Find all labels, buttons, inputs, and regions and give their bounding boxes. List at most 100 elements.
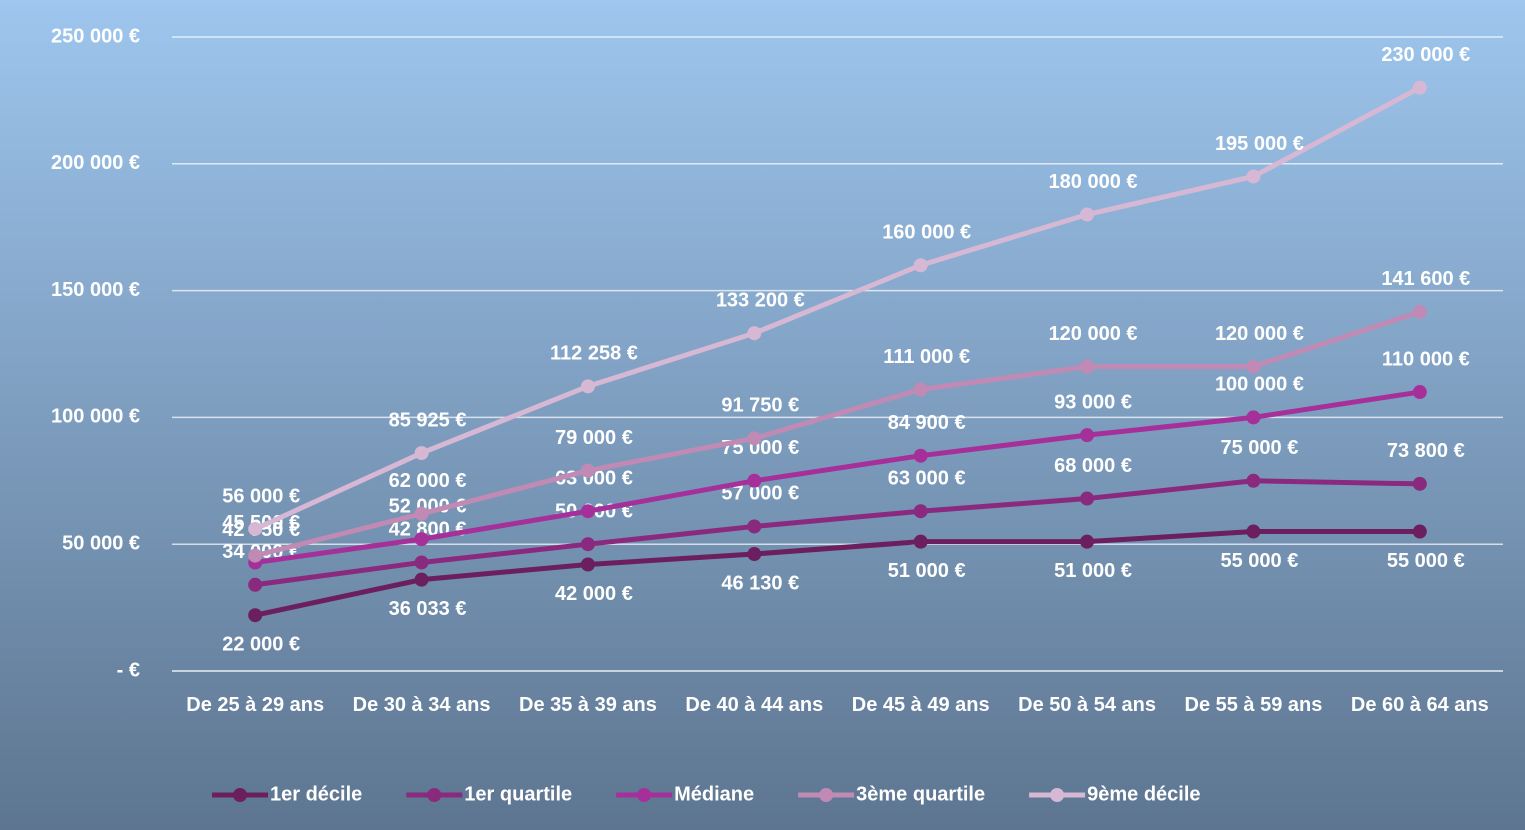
data-point: [248, 577, 263, 592]
data-label: 55 000 €: [1221, 550, 1299, 572]
data-point: [1412, 385, 1427, 400]
data-label: 46 130 €: [721, 572, 799, 594]
x-tick-label: De 40 à 44 ans: [685, 694, 824, 716]
data-label: 42 000 €: [555, 583, 633, 605]
data-point: [580, 557, 595, 572]
x-tick-label: De 60 à 64 ans: [1350, 694, 1489, 716]
data-point: [580, 537, 595, 552]
x-tick-label: De 45 à 49 ans: [851, 694, 990, 716]
data-label: 62 000 €: [389, 470, 467, 492]
data-point: [414, 572, 429, 587]
data-label: 63 000 €: [888, 468, 966, 490]
data-label: 36 033 €: [389, 598, 467, 620]
data-label: 180 000 €: [1049, 171, 1138, 193]
series-line: [254, 309, 1421, 559]
x-tick-label: De 30 à 34 ans: [352, 694, 491, 716]
data-point: [1412, 304, 1427, 319]
data-point: [1080, 359, 1095, 374]
data-point: [1080, 207, 1095, 222]
data-label: 100 000 €: [1215, 374, 1304, 396]
data-point: [414, 532, 429, 547]
data-label: 111 000 €: [883, 346, 970, 368]
y-tick-label: 250 000 €: [51, 25, 140, 47]
data-label: 93 000 €: [1054, 391, 1132, 413]
legend-label: 1er quartile: [464, 783, 572, 805]
data-label: 91 750 €: [721, 395, 799, 417]
legend-marker: [233, 788, 247, 802]
legend-label: Médiane: [674, 783, 754, 805]
data-point: [747, 473, 762, 488]
data-label: 56 000 €: [222, 485, 300, 507]
data-label: 230 000 €: [1381, 44, 1470, 66]
data-point: [913, 504, 928, 519]
legend-marker: [637, 788, 652, 802]
data-label: 84 900 €: [888, 412, 966, 434]
data-point: [1412, 524, 1427, 539]
data-label: 22 000 €: [222, 633, 300, 655]
y-tick-label: 200 000 €: [51, 152, 140, 174]
series-line: [254, 85, 1421, 532]
data-point: [1246, 473, 1261, 488]
data-point: [1412, 80, 1427, 95]
data-label: 73 800 €: [1387, 440, 1465, 462]
data-point: [747, 547, 762, 562]
x-tick-label: De 50 à 54 ans: [1018, 694, 1156, 716]
data-label: 52 000 €: [389, 495, 467, 517]
data-label: 195 000 €: [1215, 133, 1304, 155]
data-label: 55 000 €: [1387, 550, 1465, 572]
data-point: [1080, 491, 1095, 506]
data-point: [580, 504, 595, 519]
data-point: [248, 608, 263, 623]
x-tick-label: De 55 à 59 ans: [1184, 694, 1323, 716]
data-label: 75 000 €: [1221, 437, 1299, 459]
y-tick-label: 150 000 €: [51, 279, 140, 301]
data-label: 68 000 €: [1054, 455, 1132, 477]
data-label: 79 000 €: [555, 427, 633, 449]
data-label: 110 000 €: [1382, 348, 1470, 370]
legend-label: 9ème décile: [1087, 783, 1200, 805]
legend-label: 1er décile: [270, 783, 362, 805]
data-point: [1080, 534, 1095, 549]
data-point: [747, 326, 762, 341]
series-line: [254, 529, 1420, 618]
data-label: 57 000 €: [721, 483, 799, 505]
legend-label: 3ème quartile: [856, 783, 985, 805]
data-point: [414, 446, 429, 461]
data-point: [580, 379, 595, 394]
data-label: 120 000 €: [1049, 323, 1138, 345]
data-point: [1246, 359, 1261, 374]
x-tick-label: De 25 à 29 ans: [186, 694, 325, 716]
data-label: 51 000 €: [1054, 560, 1132, 582]
y-tick-label: - €: [117, 659, 140, 681]
data-point: [913, 382, 928, 397]
data-point: [1080, 428, 1095, 443]
data-point: [1246, 169, 1261, 184]
data-label: 85 925 €: [389, 409, 467, 431]
data-point: [414, 506, 429, 521]
data-point: [913, 258, 928, 273]
y-tick-label: 50 000 €: [62, 532, 140, 554]
data-point: [248, 521, 263, 536]
x-tick-label: De 35 à 39 ans: [519, 694, 657, 716]
legend-marker: [427, 788, 442, 802]
data-point: [1412, 476, 1427, 491]
data-point: [1246, 410, 1261, 425]
data-label: 160 000 €: [882, 222, 971, 244]
legend-marker: [819, 788, 834, 802]
data-point: [747, 431, 762, 446]
y-tick-label: 100 000 €: [51, 406, 140, 428]
data-point: [414, 555, 429, 570]
series-line: [254, 389, 1421, 566]
data-label: 120 000 €: [1215, 323, 1304, 345]
legend-marker: [1050, 788, 1065, 802]
data-label: 51 000 €: [888, 560, 966, 582]
data-point: [747, 519, 762, 534]
data-label: 112 258 €: [550, 343, 638, 365]
data-point: [248, 548, 263, 563]
data-label: 133 200 €: [716, 289, 805, 311]
data-label: 141 600 €: [1381, 268, 1470, 290]
data-point: [1246, 524, 1261, 539]
data-point: [913, 534, 928, 549]
